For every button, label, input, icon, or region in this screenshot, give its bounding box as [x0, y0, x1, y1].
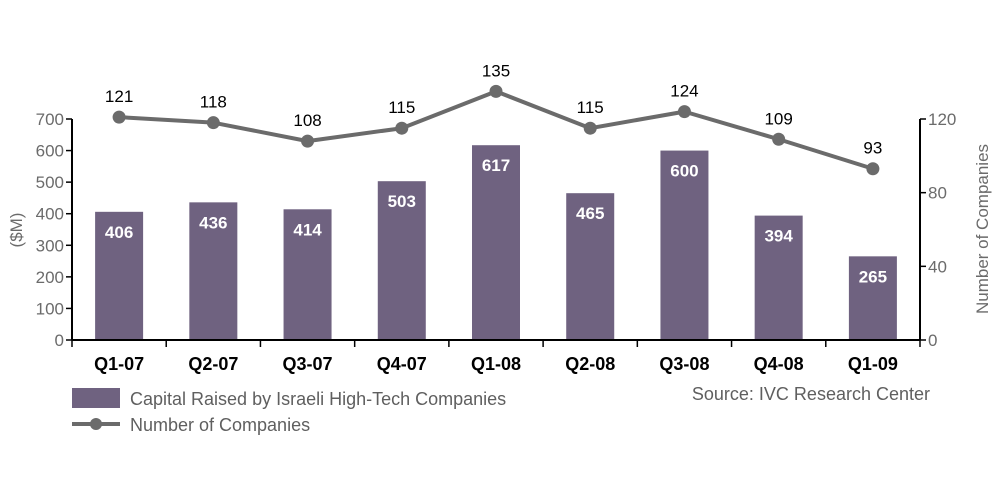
bar-label-q1-09: 265: [859, 267, 887, 286]
legend-bar-label: Capital Raised by Israeli High-Tech Comp…: [130, 389, 506, 409]
bar-q1-09: [848, 256, 897, 340]
y-left-tick-label: 700: [36, 110, 64, 129]
point-q1-09: [866, 162, 880, 176]
x-tick-label-q3-08: Q3-08: [659, 354, 709, 374]
bar-label-q4-07: 503: [388, 192, 416, 211]
bar-q1-07: [95, 211, 144, 340]
x-tick-label-q1-07: Q1-07: [94, 354, 144, 374]
point-label-q1-09: 93: [863, 139, 882, 158]
y-axis-right-ticks: 0 40 80 120: [920, 110, 956, 350]
bar-label-q1-07: 406: [105, 223, 133, 242]
point-q3-08: [677, 105, 691, 119]
point-label-q2-07: 118: [200, 93, 227, 112]
point-label-q1-07: 121: [105, 87, 133, 106]
bar-label-q1-08: 617: [482, 156, 510, 175]
bar-q1-08: [472, 145, 520, 340]
bar-value-labels: 406 436 414 503 617 465 600 394 265: [105, 156, 887, 286]
y-right-tick-label: 0: [928, 331, 937, 350]
point-value-labels: 121 118 108 115 135 115 124 109 93: [105, 61, 882, 157]
y-right-tick-label: 40: [928, 257, 947, 276]
point-q3-07: [301, 134, 315, 148]
x-tick-label-q1-09: Q1-09: [848, 354, 898, 374]
x-tick-label-q1-08: Q1-08: [471, 354, 521, 374]
bar-q4-07: [377, 181, 426, 340]
y-axis-right-title: Number of Companies: [973, 144, 992, 314]
point-q2-07: [206, 116, 220, 130]
x-tick-label-q2-08: Q2-08: [565, 354, 615, 374]
y-left-tick-label: 0: [55, 331, 64, 350]
x-tick-label-q4-08: Q4-08: [754, 354, 804, 374]
bar-label-q3-07: 414: [293, 220, 322, 239]
bar-label-q2-08: 465: [576, 204, 604, 223]
y-left-tick-label: 100: [36, 299, 64, 318]
x-tick-label-q2-07: Q2-07: [188, 354, 238, 374]
legend-bar-swatch: [72, 388, 120, 408]
point-q2-08: [583, 121, 597, 135]
y-axis-left-title: ($M): [7, 213, 26, 248]
y-left-tick-label: 600: [36, 142, 64, 161]
y-left-tick-label: 200: [36, 268, 64, 287]
bar-q4-08: [754, 215, 803, 340]
point-label-q1-08: 135: [482, 61, 510, 80]
point-q1-08: [489, 84, 503, 98]
bar-q3-08: [660, 150, 709, 340]
point-label-q3-07: 108: [293, 111, 321, 130]
point-label-q4-08: 109: [764, 109, 792, 128]
y-left-tick-label: 400: [36, 205, 64, 224]
line-series: [112, 84, 880, 176]
point-q1-07: [112, 110, 126, 124]
bar-label-q2-07: 436: [199, 213, 227, 232]
point-label-q4-07: 115: [388, 98, 415, 117]
legend-line-label: Number of Companies: [130, 415, 310, 435]
bar-series: [95, 145, 897, 340]
bar-q2-07: [189, 202, 238, 340]
x-tick-label-q4-07: Q4-07: [377, 354, 427, 374]
source-note: Source: IVC Research Center: [692, 384, 930, 404]
y-right-tick-label: 120: [928, 110, 956, 129]
y-right-tick-label: 80: [928, 184, 947, 203]
bar-label-q3-08: 600: [670, 162, 698, 181]
bar-q2-08: [566, 193, 615, 340]
y-axis-left-ticks: 0 100 200 300 400 500 600 700: [36, 110, 72, 350]
point-label-q3-08: 124: [670, 82, 698, 101]
point-label-q2-08: 115: [577, 98, 604, 117]
legend-line-marker: [90, 418, 102, 430]
x-tick-label-q3-07: Q3-07: [283, 354, 333, 374]
bar-label-q4-08: 394: [764, 227, 793, 246]
legend: Capital Raised by Israeli High-Tech Comp…: [72, 388, 506, 435]
y-left-tick-label: 300: [36, 236, 64, 255]
y-left-tick-label: 500: [36, 173, 64, 192]
point-q4-08: [772, 132, 786, 146]
x-axis-ticks: Q1-07 Q2-07 Q3-07 Q4-07 Q1-08 Q2-08 Q3-08 Q4-08…: [71, 340, 921, 374]
bar-q3-07: [283, 209, 332, 340]
point-q4-07: [395, 121, 409, 135]
